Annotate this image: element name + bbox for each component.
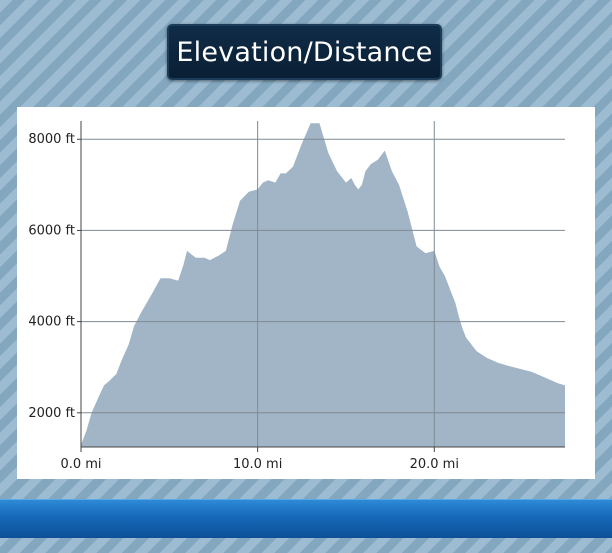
elevation-chart[interactable]: 2000 ft 4000 ft 6000 ft 8000 ft 0.0 mi 10.0 m… [17, 107, 595, 479]
y-tick-label: 2000 ft [28, 406, 75, 421]
x-tick-label: 10.0 mi [233, 457, 282, 472]
elevation-area-series [81, 123, 565, 448]
x-tick-label: 20.0 mi [410, 457, 459, 472]
title-bar: Elevation/Distance [167, 24, 442, 80]
y-tick-label: 6000 ft [28, 223, 75, 238]
y-tick-label: 4000 ft [28, 315, 75, 330]
x-tick-label: 0.0 mi [60, 457, 101, 472]
page-title: Elevation/Distance [176, 36, 433, 68]
bottom-toolbar [0, 499, 612, 538]
y-tick-label: 8000 ft [28, 132, 75, 147]
elevation-chart-panel[interactable]: 2000 ft 4000 ft 6000 ft 8000 ft 0.0 mi 10.0 m… [17, 107, 595, 479]
